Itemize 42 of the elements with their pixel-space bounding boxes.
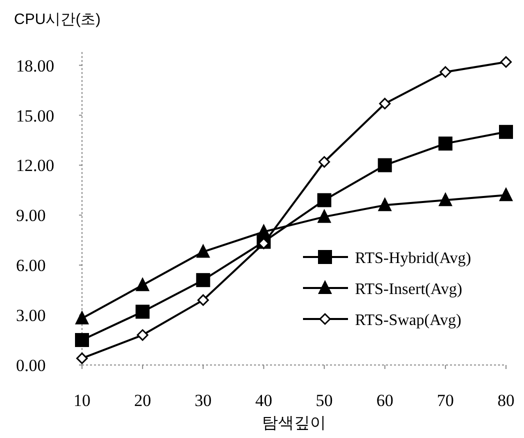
x-tick-label: 20 [134, 391, 152, 410]
point [136, 329, 148, 341]
y-tick-label: 3.00 [16, 306, 46, 326]
point [440, 66, 452, 78]
point [196, 273, 210, 288]
point [75, 310, 89, 324]
x-tick-label: 60 [376, 391, 394, 410]
point [438, 136, 452, 151]
point [197, 294, 209, 306]
x-axis-title: 탐색깊이 [262, 415, 326, 432]
y-tick-label: 18.00 [16, 56, 54, 76]
x-tick-label: 30 [194, 391, 212, 410]
point [379, 98, 391, 110]
point [318, 156, 330, 168]
point [317, 208, 332, 223]
x-tick-label: 70 [436, 391, 454, 410]
x-tick-label: 80 [498, 391, 514, 410]
point [76, 352, 88, 364]
x-tick-label: 50 [316, 391, 333, 410]
point [378, 158, 392, 172]
y-tick-label: 15.00 [16, 106, 54, 126]
point [499, 187, 513, 202]
point [196, 244, 210, 258]
x-tick-label: 10 [74, 391, 90, 410]
y-tick-label: 6.00 [16, 256, 46, 276]
point [75, 333, 89, 348]
point [136, 304, 150, 319]
y-tick-label: 12.00 [16, 156, 54, 176]
point [317, 193, 332, 208]
point [378, 197, 392, 212]
point [500, 56, 512, 68]
legend-label: RTS-Swap(Avg) [355, 312, 462, 329]
y-tick-label: 9.00 [16, 206, 46, 226]
point [256, 224, 271, 238]
legend-label: RTS-Insert(Avg) [355, 281, 462, 298]
point [136, 277, 150, 292]
x-tick-label: 40 [255, 391, 272, 410]
y-tick-label: 0.00 [16, 356, 46, 375]
point [499, 124, 513, 139]
y-axis-title: CPU시간(초) [14, 11, 101, 28]
legend-label: RTS-Hybrid(Avg) [355, 250, 472, 267]
point [438, 192, 452, 206]
